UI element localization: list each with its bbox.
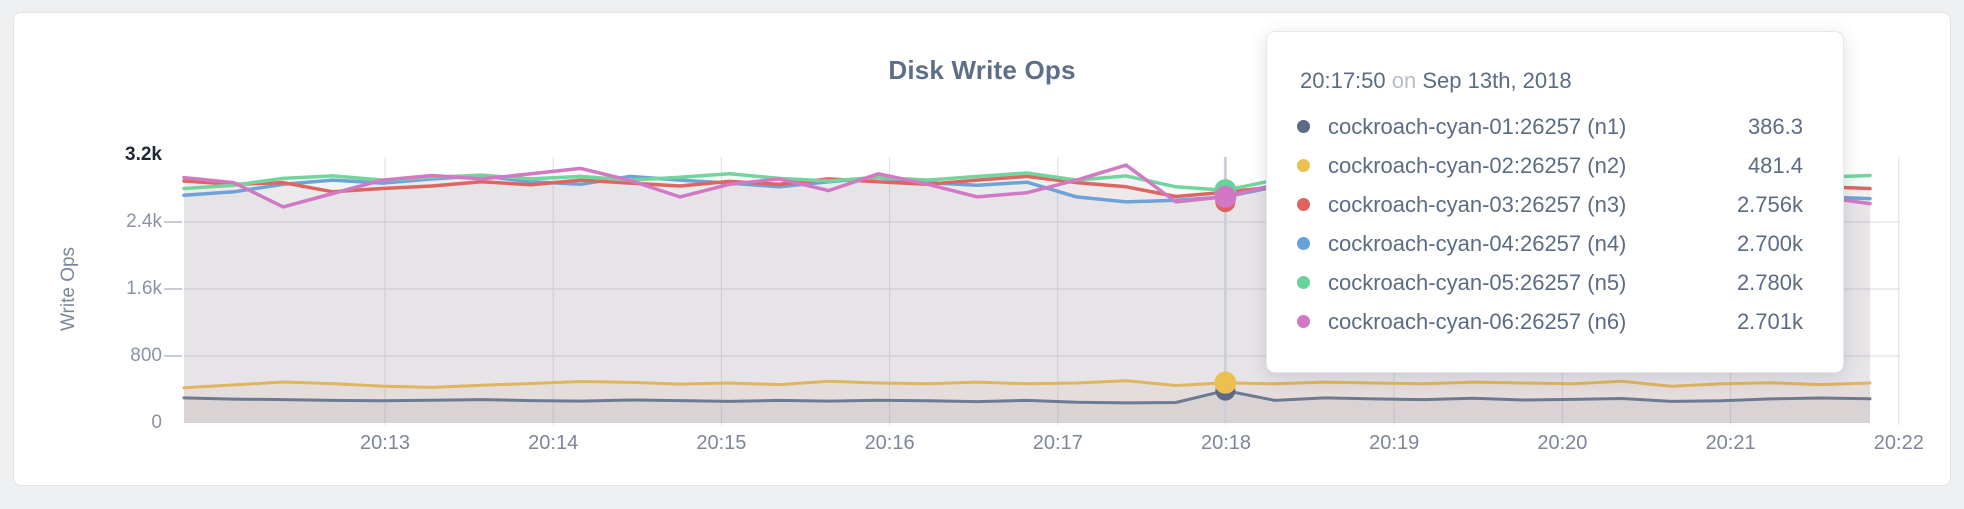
y-tick-label: 0: [151, 412, 162, 433]
y-tick-label: 800: [130, 345, 162, 366]
x-tick-label: 20:20: [1537, 432, 1588, 454]
hover-dot-6: [1214, 185, 1237, 208]
tooltip-row: cockroach-cyan-03:26257 (n3) 2.756k: [1297, 185, 1803, 224]
x-tick-label: 20:15: [696, 432, 747, 454]
hover-tooltip: 20:17:50 on Sep 13th, 2018 cockroach-cya…: [1266, 31, 1844, 373]
tooltip-row: cockroach-cyan-01:26257 (n1) 386.3: [1297, 107, 1803, 146]
series-color-dot-icon: [1297, 198, 1310, 211]
tooltip-series-name: cockroach-cyan-06:26257 (n6): [1328, 308, 1627, 334]
x-tick-label: 20:17: [1032, 432, 1083, 454]
series-area-1: [184, 390, 1870, 423]
chart-card: Disk Write Ops Write Ops 3.2k 2.4k 1.6k 800…: [13, 12, 1951, 486]
tooltip-connector: on: [1391, 68, 1417, 93]
series-color-dot-icon: [1297, 315, 1310, 328]
x-tick-label: 20:13: [359, 432, 411, 454]
tooltip-series-value: 2.780k: [1736, 269, 1803, 295]
tooltip-series-name: cockroach-cyan-01:26257 (n1): [1328, 113, 1627, 139]
dashboard-page: { "page": { "title": "Disk Write Ops", "…: [13, 12, 1951, 486]
x-tick-label: 20:14: [528, 432, 579, 454]
series-color-dot-icon: [1297, 237, 1310, 250]
tooltip-series-name: cockroach-cyan-03:26257 (n3): [1328, 191, 1627, 217]
tooltip-series-value: 2.756k: [1736, 191, 1803, 217]
tooltip-date: Sep 13th, 2018: [1422, 68, 1572, 93]
tooltip-series-value: 386.3: [1747, 113, 1803, 139]
series-color-dot-icon: [1297, 120, 1310, 133]
x-tick-label: 20:18: [1200, 432, 1252, 454]
tooltip-series-name: cockroach-cyan-05:26257 (n5): [1328, 269, 1627, 295]
chart-title: Disk Write Ops: [888, 55, 1076, 85]
x-tick-label: 20:21: [1705, 432, 1756, 454]
tooltip-series-value: 2.700k: [1736, 230, 1803, 256]
series-line-2: [182, 379, 1872, 390]
x-tick-label: 20:16: [864, 432, 915, 454]
tooltip-time: 20:17:50: [1300, 68, 1386, 93]
tooltip-row: cockroach-cyan-06:26257 (n6) 2.701k: [1297, 302, 1803, 341]
series-color-dot-icon: [1297, 276, 1310, 289]
tooltip-row: cockroach-cyan-02:26257 (n2) 481.4: [1297, 146, 1803, 185]
hover-dot-2: [1214, 371, 1237, 394]
tooltip-row: cockroach-cyan-05:26257 (n5) 2.780k: [1297, 263, 1803, 302]
series-line-1: [182, 389, 1872, 405]
y-tick-label: 1.6k: [126, 278, 162, 299]
tooltip-series-name: cockroach-cyan-02:26257 (n2): [1328, 152, 1627, 178]
tooltip-series-name: cockroach-cyan-04:26257 (n4): [1328, 230, 1627, 256]
tooltip-header: 20:17:50 on Sep 13th, 2018: [1297, 68, 1803, 94]
x-tick-label: 20:19: [1369, 432, 1420, 454]
tooltip-series-value: 2.701k: [1736, 308, 1803, 334]
tooltip-series-rows: cockroach-cyan-01:26257 (n1) 386.3 cockroa…: [1297, 107, 1803, 341]
tooltip-series-value: 481.4: [1747, 152, 1803, 178]
series-color-dot-icon: [1297, 159, 1310, 172]
x-tick-label: 20:22: [1873, 432, 1924, 454]
y-tick-label: 3.2k: [125, 144, 162, 165]
y-tick-label: 2.4k: [126, 211, 162, 232]
tooltip-row: cockroach-cyan-04:26257 (n4) 2.700k: [1297, 224, 1803, 263]
